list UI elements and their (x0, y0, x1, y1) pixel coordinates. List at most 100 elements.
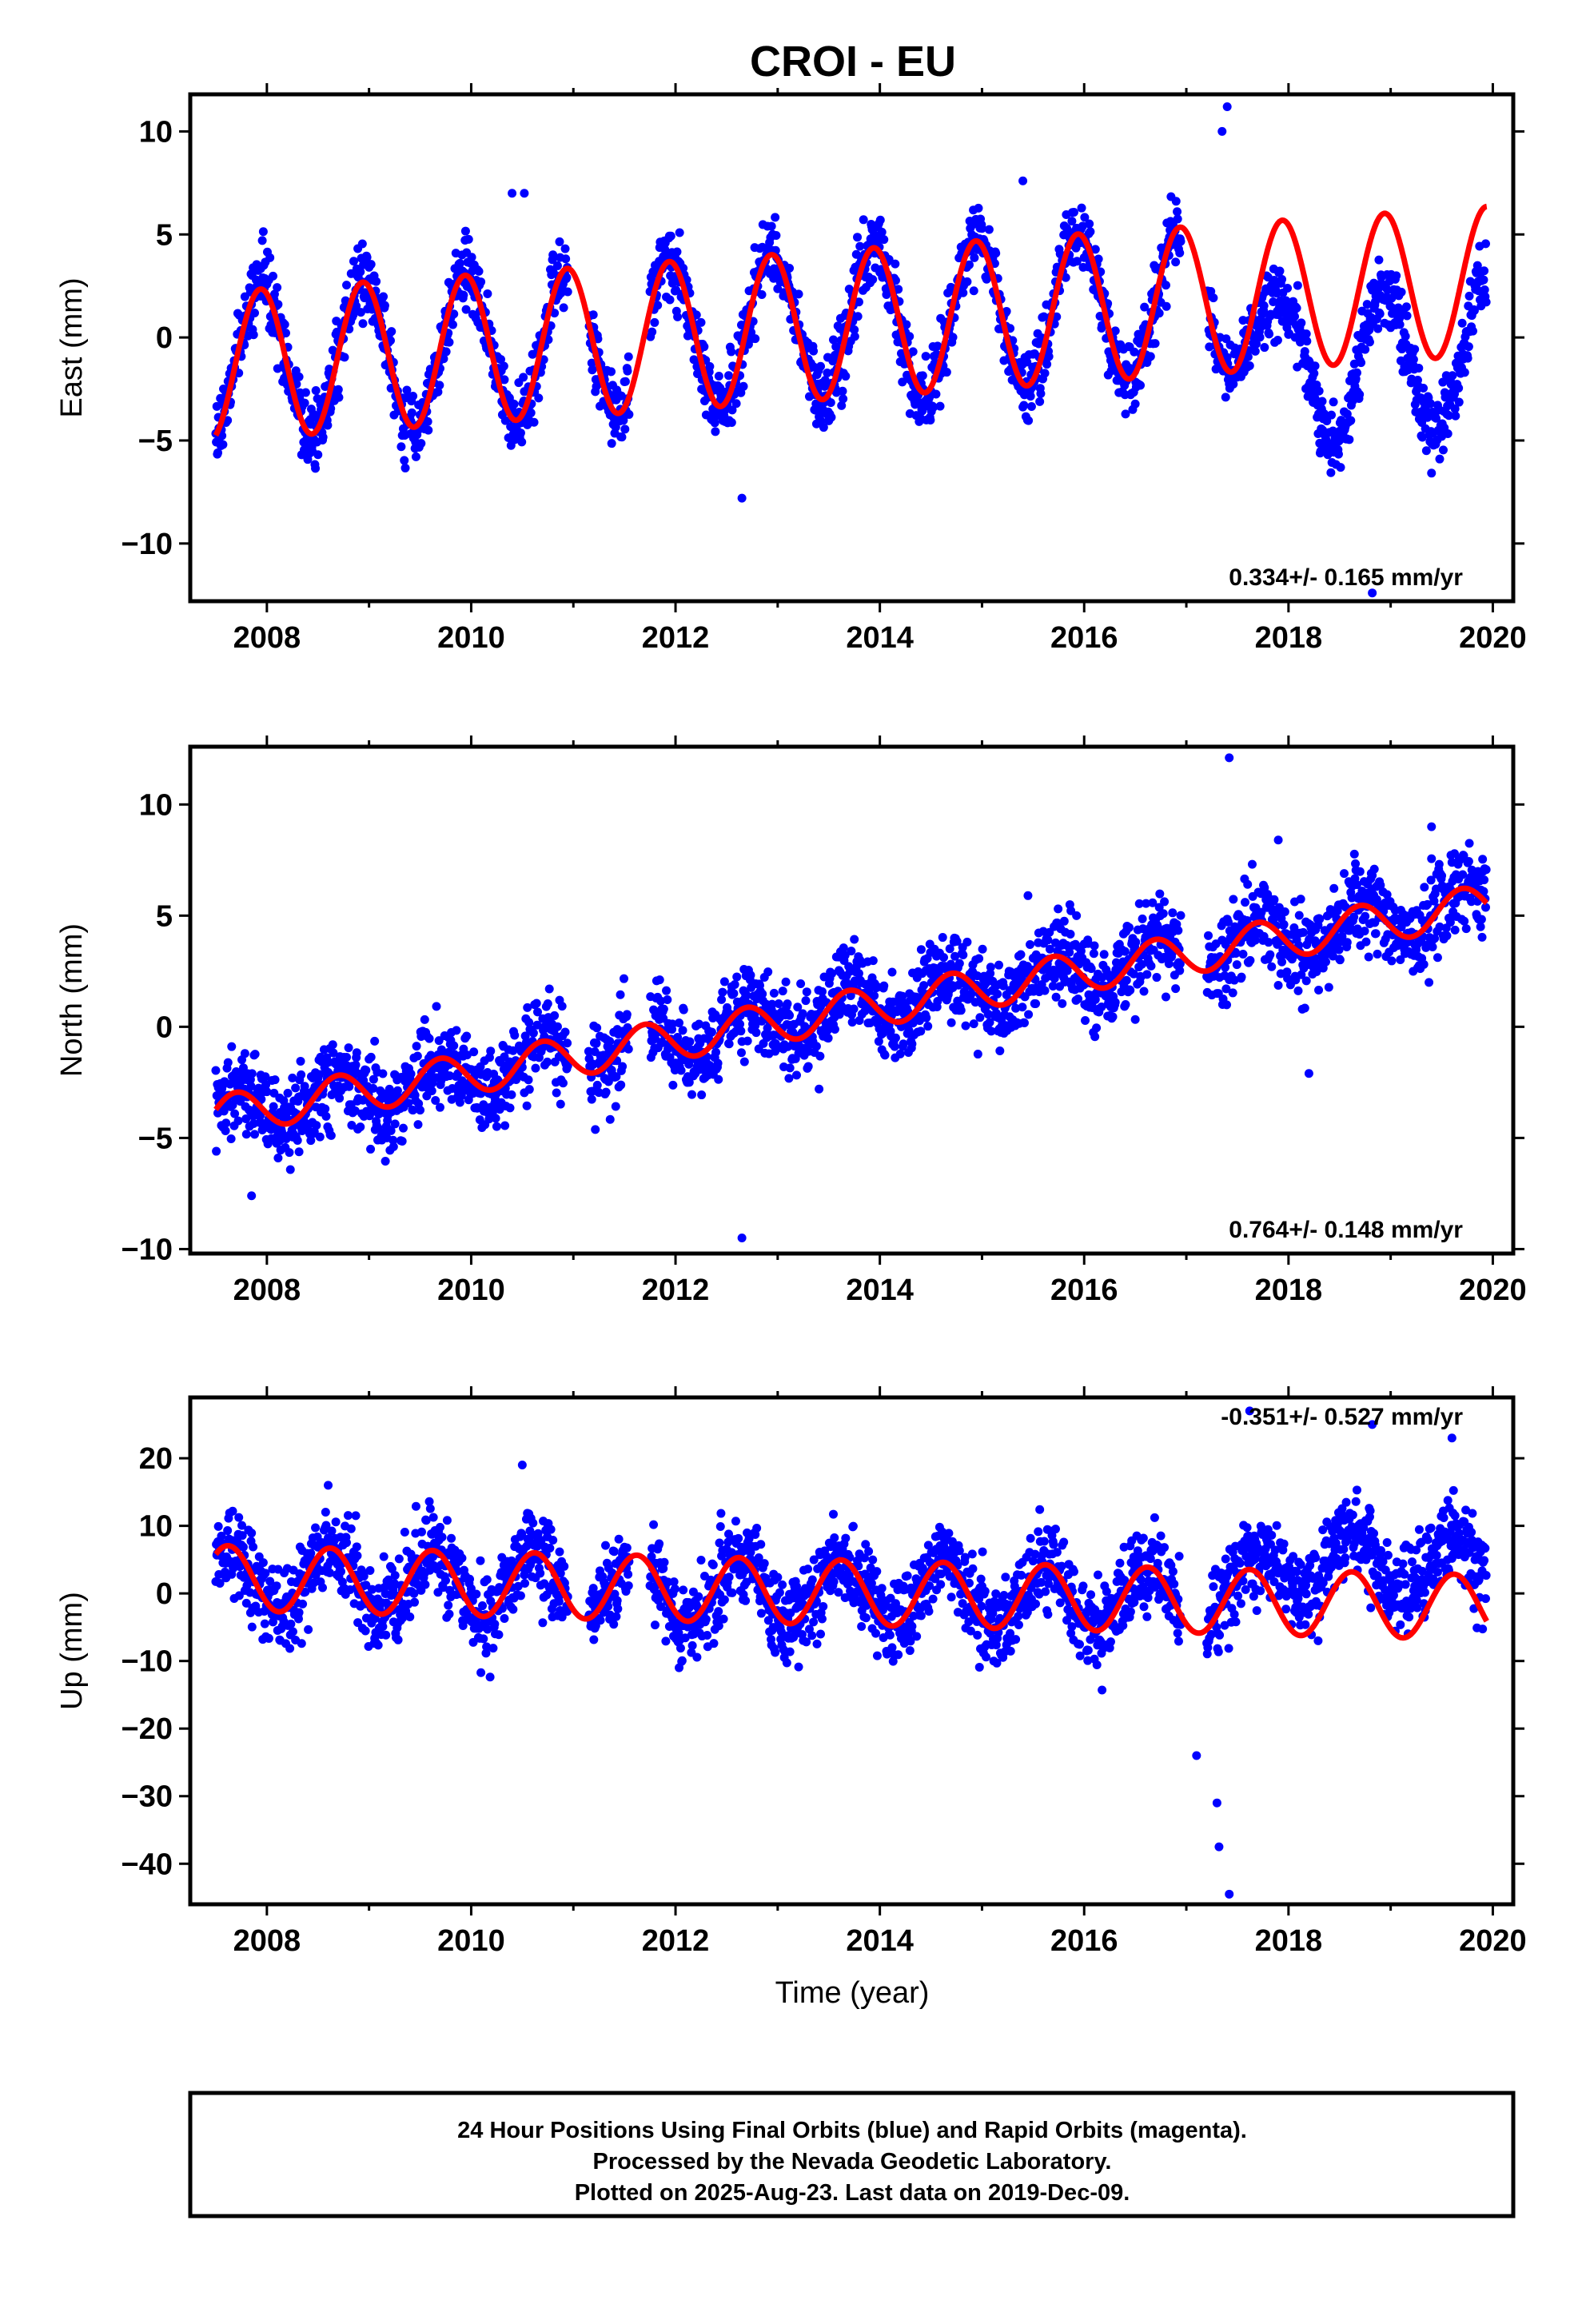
east-data-point (1036, 389, 1045, 398)
north-data-point (1177, 911, 1186, 920)
north-data-point (251, 1050, 260, 1058)
east-data-point (1027, 402, 1036, 411)
east-data-point (1309, 369, 1318, 378)
east-data-point (1357, 358, 1365, 367)
east-data-point (624, 410, 633, 419)
north-data-point (725, 1039, 734, 1048)
north-data-point (329, 1040, 337, 1049)
east-y-tick-label: −10 (122, 528, 173, 561)
east-data-point (313, 450, 322, 459)
east-data-point (459, 291, 468, 300)
north-data-point (620, 975, 628, 983)
north-data-point (801, 996, 810, 1005)
north-data-point (675, 1018, 683, 1027)
east-x-tick-label: 2008 (233, 621, 301, 655)
north-x-tick-label: 2014 (846, 1274, 914, 1307)
north-data-point (1171, 984, 1180, 993)
north-data-point (663, 995, 671, 1004)
east-data-point (1451, 412, 1460, 421)
north-data-point (1433, 953, 1442, 962)
east-data-point (340, 353, 349, 361)
north-data-point (1041, 987, 1050, 995)
east-data-point (1465, 292, 1474, 301)
figure-title: CROI - EU (750, 38, 956, 86)
north-data-point (815, 1052, 824, 1061)
east-data-point (265, 253, 274, 262)
east-data-point (1422, 446, 1431, 455)
north-data-point (378, 1070, 387, 1078)
east-data-point (751, 334, 759, 343)
north-data-point (685, 1037, 694, 1046)
east-data-point (926, 416, 934, 425)
east-data-point (942, 368, 951, 377)
east-data-point (1374, 256, 1383, 265)
north-data-point (763, 967, 772, 976)
north-data-point (1370, 865, 1379, 874)
north-data-point (1020, 1018, 1029, 1027)
north-data-point (1058, 999, 1066, 1008)
north-data-point (978, 945, 987, 954)
up-x-tick-label: 2012 (642, 1924, 710, 1958)
north-data-point (1365, 952, 1373, 961)
north-data-point (544, 999, 552, 1008)
east-data-point (517, 437, 526, 446)
east-data-point (1265, 329, 1273, 338)
east-data-point (1045, 352, 1054, 361)
north-data-point (1131, 1015, 1140, 1024)
north-data-point (770, 989, 779, 998)
north-data-point (1293, 987, 1302, 995)
east-data-point (727, 347, 735, 356)
east-data-point (621, 377, 630, 386)
east-data-point (841, 372, 850, 381)
up-y-tick-label: −10 (122, 1645, 173, 1679)
north-data-point (248, 1069, 257, 1078)
north-data-point (510, 1031, 519, 1040)
north-data-point (1031, 999, 1040, 1008)
east-data-point (853, 233, 862, 241)
east-data-point (624, 353, 633, 361)
north-velocity-label: 0.764+/- 0.148 mm/yr (1229, 1217, 1463, 1243)
east-data-point (334, 385, 343, 394)
east-data-point (705, 362, 714, 371)
east-data-point (607, 367, 616, 376)
north-data-point (687, 1090, 696, 1099)
north-data-point (284, 1089, 293, 1098)
north-data-point (295, 1147, 304, 1156)
east-data-point (1177, 237, 1186, 245)
north-data-point (804, 1062, 813, 1070)
north-data-point (677, 1066, 686, 1075)
north-data-point (1302, 976, 1311, 985)
east-y-axis-label: East (mm) (55, 277, 89, 417)
north-data-point (1325, 983, 1333, 992)
up-x-tick-label: 2010 (437, 1924, 505, 1958)
north-data-point (1090, 941, 1099, 950)
east-data-point (854, 312, 863, 321)
north-data-point (1233, 960, 1241, 969)
east-data-point (516, 429, 525, 437)
east-data-point (922, 352, 930, 361)
east-data-point (1365, 337, 1374, 346)
north-data-point (1373, 950, 1382, 959)
east-data-point (1464, 342, 1473, 351)
up-y-axis-label: Up (mm) (55, 1592, 89, 1710)
east-x-tick-label: 2016 (1050, 621, 1118, 655)
north-data-point (775, 999, 783, 1008)
north-data-point (271, 1075, 280, 1084)
north-data-point (221, 1126, 230, 1135)
east-data-point (387, 327, 396, 336)
north-data-point (500, 1122, 509, 1130)
east-data-point (732, 399, 741, 408)
north-data-point (714, 1059, 723, 1068)
east-data-point (1454, 384, 1463, 393)
east-data-point (281, 320, 289, 329)
north-data-point (1043, 935, 1052, 944)
east-data-point (323, 421, 332, 430)
east-data-point (1136, 381, 1145, 390)
north-data-point (1237, 973, 1246, 982)
east-data-point (673, 313, 682, 321)
north-data-point (1361, 912, 1369, 921)
east-data-point (991, 249, 1000, 257)
north-data-point (1074, 995, 1082, 1003)
east-data-point (560, 303, 568, 312)
